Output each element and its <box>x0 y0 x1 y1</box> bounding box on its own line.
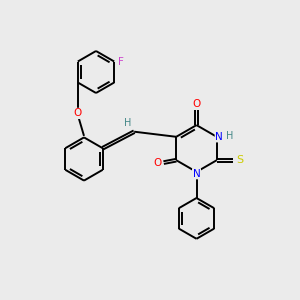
Text: O: O <box>192 99 201 109</box>
Text: H: H <box>226 131 233 141</box>
Text: O: O <box>74 108 82 118</box>
Text: H: H <box>124 118 131 128</box>
Text: S: S <box>236 155 243 165</box>
Text: N: N <box>215 132 223 142</box>
Text: F: F <box>118 56 124 67</box>
Text: O: O <box>153 158 161 168</box>
Text: N: N <box>193 169 200 179</box>
